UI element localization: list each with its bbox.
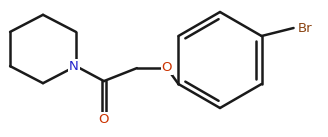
Text: Br: Br	[297, 22, 312, 35]
Text: O: O	[99, 113, 109, 126]
Text: O: O	[162, 61, 172, 74]
Text: N: N	[69, 60, 79, 73]
